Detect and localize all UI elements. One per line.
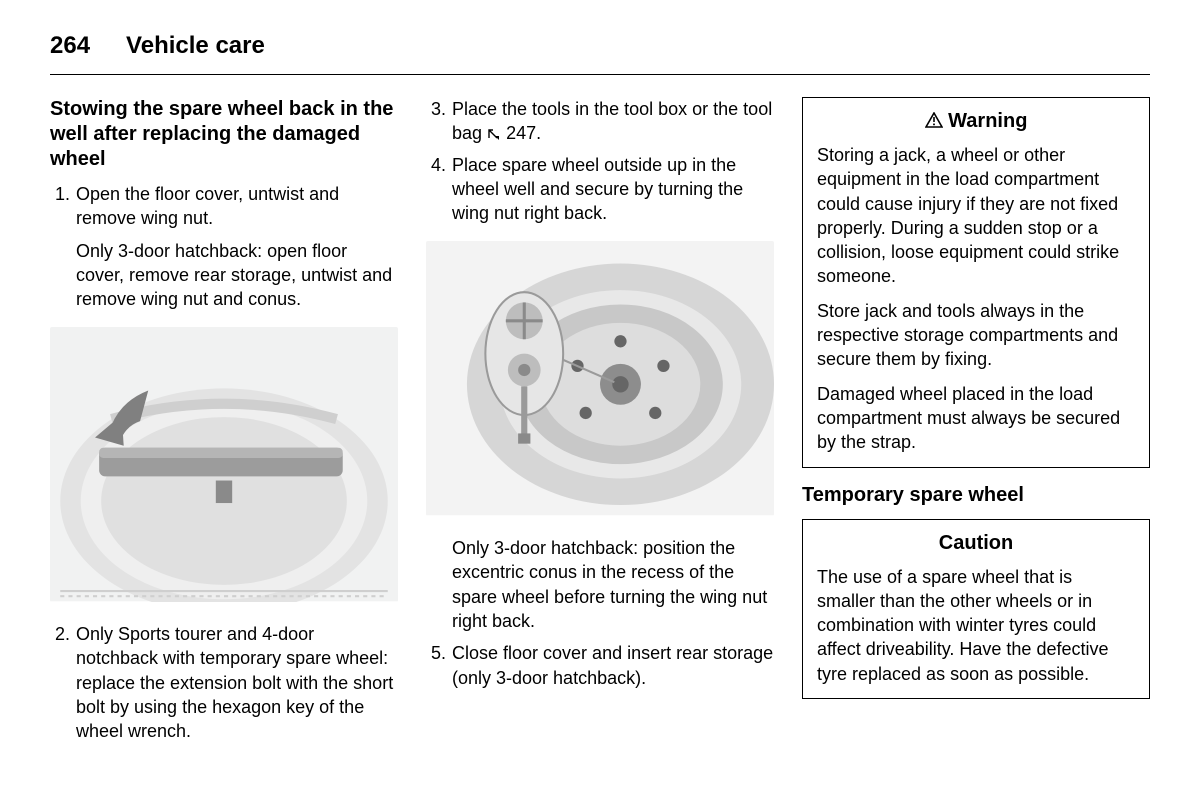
- figure-wheel-well: [50, 327, 398, 601]
- column-layout: Stowing the spare wheel back in the well…: [50, 97, 1150, 750]
- warning-paragraph: Storing a jack, a wheel or other equipme…: [817, 143, 1135, 289]
- temporary-spare-heading: Temporary spare wheel: [802, 482, 1150, 509]
- step-text: Place spare wheel outside up in the whee…: [452, 153, 774, 226]
- warning-triangle-icon: [925, 110, 943, 132]
- list-item: 4. Place spare wheel outside up in the w…: [426, 153, 774, 226]
- list-item: 3. Place the tools in the tool box or th…: [426, 97, 774, 147]
- step-text: Close floor cover and insert rear storag…: [452, 641, 774, 690]
- step-text-a: Place the tools in the tool box or the t…: [452, 99, 772, 143]
- stowing-heading: Stowing the spare wheel back in the well…: [50, 97, 398, 172]
- warning-title: Warning: [817, 108, 1135, 135]
- step-text: Only Sports tourer and 4-door notchback …: [76, 622, 398, 743]
- figure-caption: Only 3-door hatchback: position the exce…: [426, 536, 774, 633]
- step-number: 1.: [50, 182, 76, 311]
- page-number: 264: [50, 32, 90, 60]
- page: 264 Vehicle care Stowing the spare wheel…: [0, 0, 1200, 780]
- stowing-steps-continued: 3. Place the tools in the tool box or th…: [426, 97, 774, 225]
- caution-title: Caution: [817, 530, 1135, 557]
- stowing-steps-final: 5. Close floor cover and insert rear sto…: [426, 641, 774, 690]
- page-title: Vehicle care: [126, 32, 265, 60]
- column-1: Stowing the spare wheel back in the well…: [50, 97, 398, 750]
- step-number: 2.: [50, 622, 76, 743]
- step-text-b: .: [536, 123, 541, 143]
- column-3: Warning Storing a jack, a wheel or other…: [802, 97, 1150, 750]
- step-number: 3.: [426, 97, 452, 147]
- list-item: 5. Close floor cover and insert rear sto…: [426, 641, 774, 690]
- xref-page: 247: [506, 123, 536, 143]
- xref-icon: [487, 122, 501, 146]
- step-number: 4.: [426, 153, 452, 226]
- figure-spare-wheel-conus: [426, 241, 774, 515]
- step-text: Open the floor cover, untwist and remove…: [76, 184, 339, 228]
- stowing-steps-part1: 1. Open the floor cover, untwist and rem…: [50, 182, 398, 311]
- step-extra: Only 3-door hatchback: open floor cover,…: [76, 239, 398, 312]
- step-number: 5.: [426, 641, 452, 690]
- step-body: Place the tools in the tool box or the t…: [452, 97, 774, 147]
- column-2: 3. Place the tools in the tool box or th…: [426, 97, 774, 750]
- step-body: Open the floor cover, untwist and remove…: [76, 182, 398, 311]
- caution-box: Caution The use of a spare wheel that is…: [802, 519, 1150, 699]
- warning-paragraph: Store jack and tools always in the respe…: [817, 299, 1135, 372]
- caution-paragraph: The use of a spare wheel that is smaller…: [817, 565, 1135, 686]
- list-item: 2. Only Sports tourer and 4-door notchba…: [50, 622, 398, 743]
- page-header: 264 Vehicle care: [50, 32, 1150, 75]
- list-item: 1. Open the floor cover, untwist and rem…: [50, 182, 398, 311]
- warning-box: Warning Storing a jack, a wheel or other…: [802, 97, 1150, 468]
- stowing-steps-part2: 2. Only Sports tourer and 4-door notchba…: [50, 622, 398, 743]
- warning-paragraph: Damaged wheel placed in the load compart…: [817, 382, 1135, 455]
- warning-title-text: Warning: [948, 110, 1027, 132]
